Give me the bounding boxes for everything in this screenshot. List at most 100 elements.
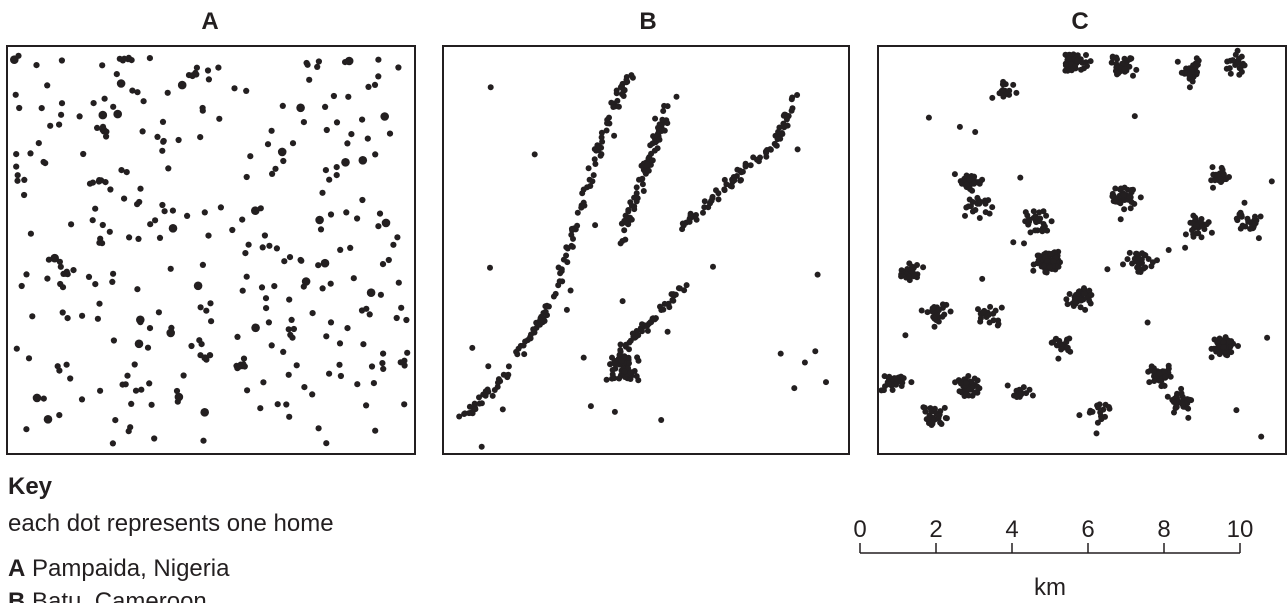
home-dot (485, 363, 492, 370)
home-dot (938, 421, 945, 427)
home-dot (266, 242, 273, 249)
home-dot (131, 361, 138, 368)
home-dot (323, 333, 330, 340)
home-dot (14, 177, 21, 184)
home-dot (1258, 433, 1265, 440)
home-dot (971, 375, 978, 382)
home-dot (1126, 193, 1133, 200)
home-dot (106, 228, 113, 235)
home-dot (403, 316, 410, 324)
home-dot (715, 196, 722, 203)
home-dot (567, 287, 574, 294)
home-dot (365, 83, 372, 90)
home-dot (1041, 262, 1047, 269)
home-dot (616, 375, 623, 382)
home-dot (303, 59, 310, 67)
home-dot (730, 177, 737, 184)
home-dot (243, 87, 250, 94)
home-dot (623, 79, 630, 86)
home-dot (398, 304, 405, 311)
home-dot (929, 305, 936, 312)
scale-unit-label: km (1034, 574, 1066, 601)
home-dot (35, 140, 42, 147)
home-dot (574, 209, 581, 216)
home-dot (16, 104, 23, 112)
home-dot (581, 202, 588, 209)
home-dot (63, 361, 70, 368)
home-dot (569, 243, 576, 250)
home-dot (619, 91, 626, 98)
home-dot (1081, 290, 1088, 297)
home-dot (1058, 346, 1065, 353)
home-dot (951, 171, 958, 178)
home-dot (823, 379, 829, 386)
home-dot (1030, 208, 1037, 215)
home-dot (1032, 213, 1039, 220)
home-dot (1193, 55, 1200, 62)
home-dot (350, 275, 357, 282)
home-dot (243, 273, 250, 280)
home-dot (146, 325, 154, 332)
home-dot (375, 56, 382, 63)
home-dot (1043, 212, 1050, 219)
home-dot (1074, 57, 1081, 64)
home-dot (679, 226, 686, 233)
home-dot (622, 219, 629, 226)
home-dot (1130, 72, 1136, 79)
home-dot (207, 352, 214, 359)
home-dot (1000, 93, 1007, 100)
home-dot (626, 360, 632, 367)
home-dot (1081, 285, 1087, 292)
home-dot (986, 210, 993, 217)
home-dot (603, 127, 610, 134)
home-dot (613, 90, 620, 97)
home-dot (649, 157, 656, 164)
home-dot (1178, 69, 1185, 76)
home-dot (784, 122, 791, 129)
home-dot (1215, 343, 1222, 350)
home-dot (918, 307, 925, 314)
home-dot (914, 262, 920, 268)
home-dot (966, 176, 973, 183)
home-dot (126, 234, 133, 241)
home-dot (1000, 78, 1007, 85)
home-dot (542, 308, 549, 315)
home-dot (974, 383, 981, 390)
home-dot (1117, 216, 1124, 223)
home-dot (644, 161, 651, 168)
home-dot (10, 55, 19, 64)
home-dot (1210, 184, 1216, 191)
home-dot (285, 371, 292, 378)
home-dot (1018, 391, 1025, 398)
home-dot (1046, 264, 1053, 271)
home-dot (611, 358, 618, 365)
home-dot (1055, 355, 1062, 362)
home-dot (568, 225, 575, 232)
home-dot (139, 128, 146, 135)
home-dot (1141, 251, 1148, 258)
home-dot (371, 81, 379, 88)
home-dot (633, 184, 640, 191)
home-dot (395, 279, 402, 286)
home-dot (791, 385, 798, 392)
home-dot (1029, 392, 1036, 399)
home-dot (240, 355, 248, 362)
home-dot (89, 217, 96, 224)
home-dot (900, 375, 907, 382)
home-dot (710, 263, 716, 270)
home-dot (592, 222, 599, 229)
home-dot (136, 315, 145, 325)
home-dot (379, 261, 387, 268)
home-dot (1121, 206, 1128, 213)
home-dot (1126, 249, 1133, 256)
home-dot (13, 345, 20, 352)
home-dot (592, 161, 599, 167)
home-dot (664, 328, 671, 335)
home-dot (1257, 213, 1264, 220)
home-dot (977, 178, 984, 185)
home-dot (929, 420, 936, 427)
home-dot (317, 226, 325, 233)
home-dot (244, 387, 251, 394)
home-dot (344, 56, 354, 66)
